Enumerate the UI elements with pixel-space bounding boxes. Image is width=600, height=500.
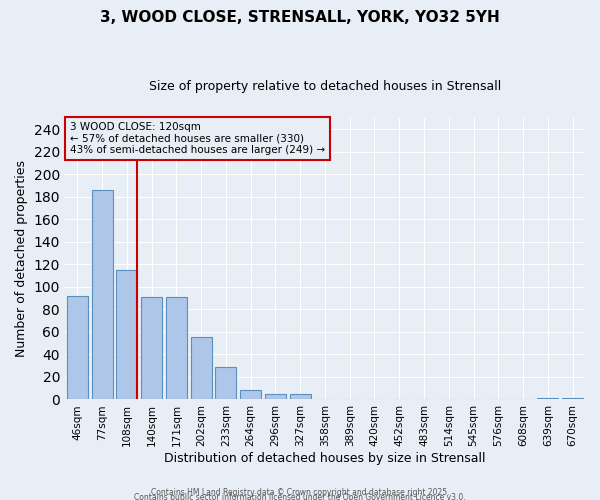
Bar xyxy=(215,367,236,400)
X-axis label: Distribution of detached houses by size in Strensall: Distribution of detached houses by size … xyxy=(164,452,486,465)
Bar xyxy=(265,394,286,400)
Text: Contains HM Land Registry data © Crown copyright and database right 2025.: Contains HM Land Registry data © Crown c… xyxy=(151,488,449,497)
Bar xyxy=(116,270,137,400)
Text: 3, WOOD CLOSE, STRENSALL, YORK, YO32 5YH: 3, WOOD CLOSE, STRENSALL, YORK, YO32 5YH xyxy=(100,10,500,25)
Bar xyxy=(166,297,187,400)
Bar xyxy=(562,398,583,400)
Bar xyxy=(538,398,559,400)
Title: Size of property relative to detached houses in Strensall: Size of property relative to detached ho… xyxy=(149,80,501,93)
Bar xyxy=(92,190,113,400)
Bar xyxy=(67,296,88,400)
Bar xyxy=(240,390,261,400)
Text: 3 WOOD CLOSE: 120sqm
← 57% of detached houses are smaller (330)
43% of semi-deta: 3 WOOD CLOSE: 120sqm ← 57% of detached h… xyxy=(70,122,325,155)
Text: Contains public sector information licensed under the Open Government Licence v3: Contains public sector information licen… xyxy=(134,492,466,500)
Y-axis label: Number of detached properties: Number of detached properties xyxy=(15,160,28,357)
Bar xyxy=(191,338,212,400)
Bar xyxy=(141,297,162,400)
Bar xyxy=(290,394,311,400)
